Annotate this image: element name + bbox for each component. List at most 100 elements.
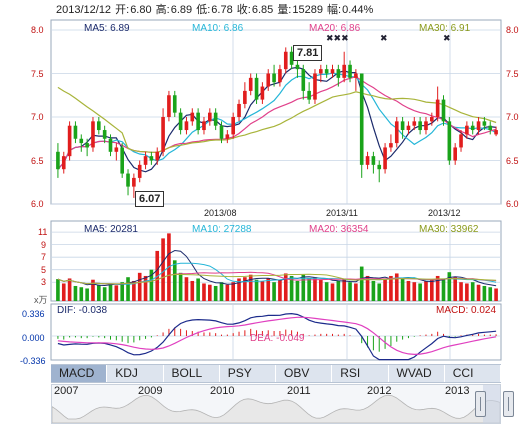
price-axis-label: 7.0 [31, 112, 44, 122]
candle-body [313, 73, 317, 100]
volume-bar [476, 284, 481, 301]
candle-body [289, 51, 294, 65]
candle-body [400, 121, 405, 131]
volume-bar [441, 278, 446, 301]
volume-bar [289, 275, 294, 301]
volume-axis-label: 9 [41, 239, 47, 250]
volume-bar [319, 279, 323, 301]
volume-bar [137, 272, 142, 301]
change-value: 0.44% [342, 4, 374, 16]
volume-bar [172, 260, 177, 301]
macd-axis-label: -0.336 [20, 356, 46, 366]
candle-body [295, 64, 300, 70]
candle-body [61, 156, 66, 170]
volume-bar [365, 275, 370, 301]
candle-body [208, 112, 212, 122]
volume-bar [219, 282, 224, 301]
tab-rsi[interactable]: RSI [332, 365, 389, 382]
volume-bar [248, 274, 253, 301]
candle-body [254, 77, 259, 100]
candle-body [278, 69, 282, 83]
open-value: 6.80 [130, 4, 152, 16]
volume-bar [459, 282, 463, 301]
price-axis-label: 7.5 [506, 68, 519, 79]
vol-legend-ma10: MA10: 27288 [192, 224, 252, 235]
candle-body [85, 143, 89, 148]
candle-body [219, 125, 224, 139]
macd-dif-line [57, 312, 497, 361]
navigator-right-handle[interactable] [503, 391, 514, 417]
event-flag-icon[interactable]: ✖ [443, 33, 451, 43]
macd-value-legend: MACD: 0.024 [436, 305, 497, 316]
close-value: 6.85 [251, 4, 274, 16]
volume-bar [313, 277, 317, 301]
candle-body [225, 134, 230, 139]
volume-bar [494, 288, 498, 301]
candle-body [202, 121, 206, 131]
event-flag-icon[interactable]: ✖ [380, 33, 388, 43]
candle-body [243, 90, 247, 104]
candle-body [266, 73, 271, 87]
candle-body [132, 177, 136, 187]
volume-bar [430, 279, 434, 301]
volume-bar [435, 275, 440, 301]
navigator-sparkline [52, 385, 500, 423]
tab-obv[interactable]: OBV [276, 365, 333, 382]
high-value: 6.89 [170, 4, 193, 16]
tab-kdj[interactable]: KDJ [107, 365, 164, 382]
volume-bar [73, 285, 78, 301]
candle-body [330, 69, 335, 74]
candle-body [137, 164, 142, 178]
price-axis-label: 6.5 [31, 155, 44, 166]
event-flag-icon[interactable]: ✖✖✖ [326, 33, 349, 43]
time-navigator[interactable]: 2007 2009 2010 2011 2012 2013 [51, 384, 501, 424]
tab-macd[interactable]: MACD [51, 365, 108, 382]
candle-body [196, 112, 200, 131]
volume-axis-label: 5 [41, 264, 47, 275]
candle-body [494, 130, 498, 135]
candle-body [184, 121, 189, 131]
volume-bar [102, 287, 107, 301]
volume-ma30-line [57, 273, 497, 285]
navigator-year: 2010 [210, 385, 235, 397]
candle-body [79, 138, 84, 144]
tab-psy[interactable]: PSY [220, 365, 276, 382]
candle-body [377, 164, 382, 170]
volume-bar [184, 277, 189, 301]
chart-svg[interactable] [0, 0, 524, 364]
tab-cci[interactable]: CCI [445, 365, 501, 382]
volume-axis-label: 7 [41, 252, 47, 263]
candle-body [161, 117, 165, 152]
volume-bar [470, 282, 475, 301]
volume-bar [412, 282, 417, 301]
candle-body [108, 138, 113, 152]
candle-body [307, 90, 311, 100]
price-axis-label: 6.0 [506, 199, 519, 209]
panel-frame [50, 19, 502, 205]
candle-body [359, 73, 364, 165]
date-label: 2013/12 [428, 208, 461, 218]
volume-bar [190, 280, 195, 301]
volume-bar [213, 285, 218, 301]
volume-bar [143, 275, 148, 301]
price-axis-label: 8.0 [506, 25, 519, 35]
volume-bar [418, 283, 422, 301]
vol-legend-ma30: MA30: 33962 [419, 224, 479, 235]
tab-wvad[interactable]: WVAD [389, 365, 445, 382]
candle-body [213, 112, 218, 126]
legend-ma20: MA20: 6.86 [309, 23, 361, 34]
tab-boll[interactable]: BOLL [164, 365, 220, 382]
navigator-left-handle[interactable] [475, 391, 486, 417]
candle-body [406, 125, 411, 131]
volume-bar [447, 272, 452, 301]
candle-body [482, 121, 487, 126]
candle-body [283, 51, 288, 70]
volume-bar [389, 275, 393, 301]
volume-bar [85, 288, 89, 301]
candle-body [342, 64, 346, 78]
candle-body [389, 143, 393, 148]
candle-body [447, 121, 452, 161]
candle-body [73, 125, 78, 139]
volume-bar [307, 278, 311, 301]
volume-bar [161, 238, 165, 301]
